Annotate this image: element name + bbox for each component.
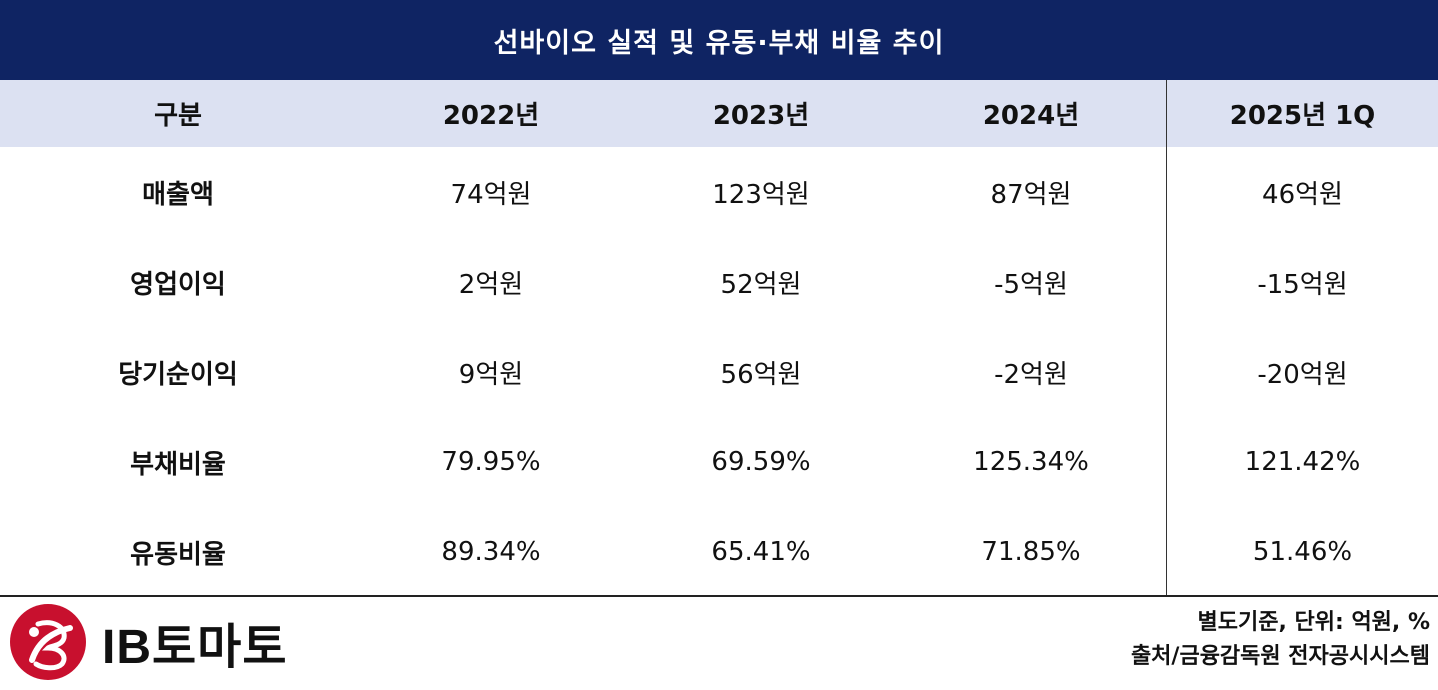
table-cell: 46억원	[1166, 147, 1438, 237]
source-note: 출처/금융감독원 전자공시시스템	[1130, 644, 1430, 669]
table-cell: 2억원	[458, 269, 524, 300]
table-title: 선바이오 실적 및 유동·부채 비율 추이	[0, 0, 1438, 80]
table-cell: 123억원	[712, 179, 810, 210]
table-cell: 89.34%	[441, 537, 541, 567]
table-row-debt-ratio: 부채비율 79.95% 69.59% 125.34% 121.42%	[0, 417, 1438, 507]
table-cell: 74억원	[450, 179, 532, 210]
table-cell: 71.85%	[981, 537, 1081, 567]
header-2023: 2023년	[712, 101, 810, 131]
table-cell: -15억원	[1166, 237, 1438, 327]
table-cell: 56억원	[720, 359, 802, 390]
table-cell: 52억원	[720, 269, 802, 300]
table-cell: -2억원	[994, 359, 1068, 390]
table-cell: -20억원	[1166, 327, 1438, 417]
row-label: 매출액	[142, 179, 214, 210]
table-cell: -5억원	[994, 269, 1068, 300]
table-cell: 121.42%	[1166, 417, 1438, 507]
table-row-net-income: 당기순이익 9억원 56억원 -2억원 -20억원	[0, 327, 1438, 417]
unit-note: 별도기준, 단위: 억원, %	[1197, 610, 1430, 635]
table-cell: 79.95%	[441, 447, 541, 477]
row-label: 부채비율	[130, 449, 226, 480]
table-cell: 9억원	[458, 359, 524, 390]
logo-wordmark: IB토마토	[102, 621, 288, 674]
ib-tomato-logo: IB토마토	[8, 601, 287, 683]
table-cell: 65.41%	[711, 537, 811, 567]
header-2025-1q: 2025년 1Q	[1166, 80, 1438, 147]
table-cell: 69.59%	[711, 447, 811, 477]
table-cell: 51.46%	[1166, 507, 1438, 597]
table-cell: 125.34%	[973, 447, 1089, 477]
table-row-operating-profit: 영업이익 2억원 52억원 -5억원 -15억원	[0, 237, 1438, 327]
footer-notes: 별도기준, 단위: 억원, % 출처/금융감독원 전자공시시스템	[1131, 606, 1430, 674]
table-row-current-ratio: 유동비율 89.34% 65.41% 71.85% 51.46%	[0, 507, 1438, 597]
row-label: 영업이익	[130, 269, 226, 300]
table-header-row: 구분 2022년 2023년 2024년 2025년 1Q	[0, 80, 1438, 147]
header-category: 구분	[154, 101, 202, 131]
row-label: 당기순이익	[118, 359, 238, 390]
header-2022: 2022년	[442, 101, 540, 131]
table-bottom-rule	[0, 595, 1438, 597]
header-2024: 2024년	[982, 101, 1080, 131]
financial-table: 구분 2022년 2023년 2024년 2025년 1Q 매출액 74억원 1…	[0, 80, 1438, 597]
table-row-revenue: 매출액 74억원 123억원 87억원 46억원	[0, 147, 1438, 237]
table-cell: 87억원	[990, 179, 1072, 210]
ib-tomato-emblem-icon	[10, 604, 86, 680]
row-label: 유동비율	[130, 539, 226, 570]
